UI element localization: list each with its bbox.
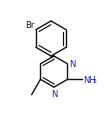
Text: N: N	[69, 60, 75, 69]
Text: NH: NH	[83, 75, 96, 84]
Text: Br: Br	[25, 21, 35, 30]
Text: N: N	[51, 89, 57, 98]
Text: 2: 2	[92, 79, 96, 84]
